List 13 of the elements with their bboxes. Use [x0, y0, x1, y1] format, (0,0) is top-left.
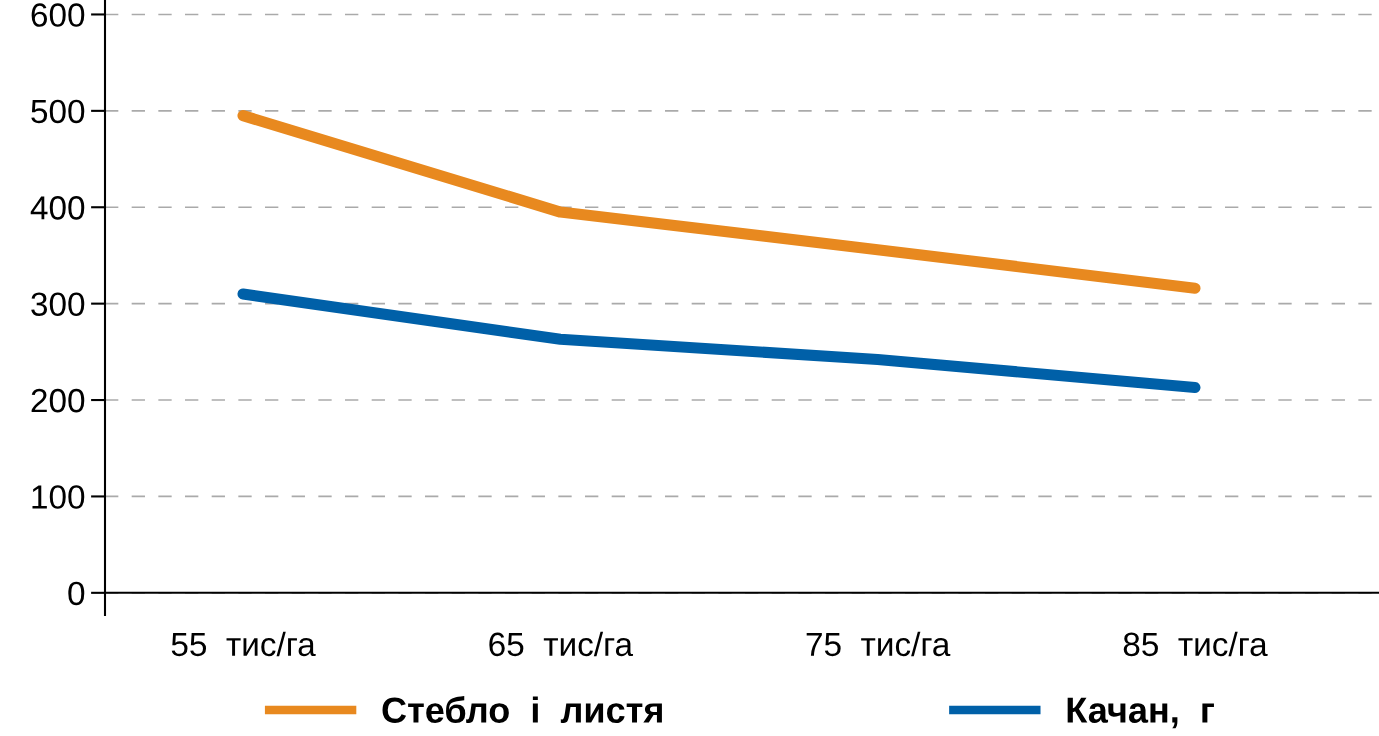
x-tick-label: 65 тис/га	[489, 631, 634, 657]
x-tick-label: 55 тис/га	[171, 631, 316, 657]
y-tick-label: 100	[32, 485, 85, 509]
y-tick-label: 200	[31, 388, 85, 413]
y-tick-label: 600	[31, 3, 85, 27]
x-tick-label: 85 тис/га	[1123, 631, 1268, 657]
y-tick-label: 400	[30, 196, 85, 220]
y-tick-label: 300	[31, 292, 85, 317]
legend-label: Стебло і листя	[382, 696, 662, 723]
legend-label: Качан, г	[1067, 697, 1214, 729]
y-tick-label: 0	[68, 581, 85, 606]
x-tick-label: 75 тис/га	[806, 631, 951, 657]
y-tick-label: 500	[31, 99, 85, 124]
